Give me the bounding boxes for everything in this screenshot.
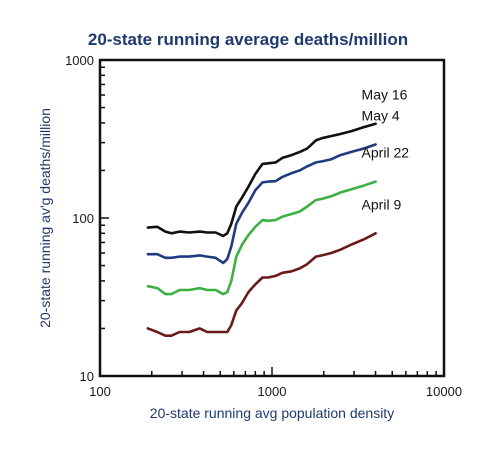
- series-line-may-16: [146, 122, 377, 238]
- series-label-april-9: April 9: [362, 196, 402, 212]
- x-tick-label: 100: [89, 384, 111, 399]
- series-label-may-4: May 4: [362, 107, 400, 123]
- series-labels: May 16 May 4 April 22 April 9: [362, 87, 410, 213]
- x-axis-label: 20-state running avg population density: [150, 405, 394, 421]
- series-label-april-22: April 22: [362, 145, 410, 161]
- series-line-april-9: [146, 232, 377, 338]
- y-tick-label: 1000: [65, 53, 94, 68]
- series-lines: [146, 122, 377, 338]
- series-label-may-16: May 16: [362, 87, 408, 103]
- series-line-april-22: [146, 180, 377, 296]
- series-line-may-4: [146, 143, 377, 265]
- x-tick-label: 1000: [258, 384, 287, 399]
- chart-title: 20-state running average deaths/million: [88, 30, 408, 49]
- y-tick-label: 10: [80, 369, 94, 384]
- y-tick-label: 100: [72, 211, 94, 226]
- x-tick-label: 10000: [426, 384, 462, 399]
- y-axis-label: 20-state running av'g deaths/million: [37, 108, 53, 328]
